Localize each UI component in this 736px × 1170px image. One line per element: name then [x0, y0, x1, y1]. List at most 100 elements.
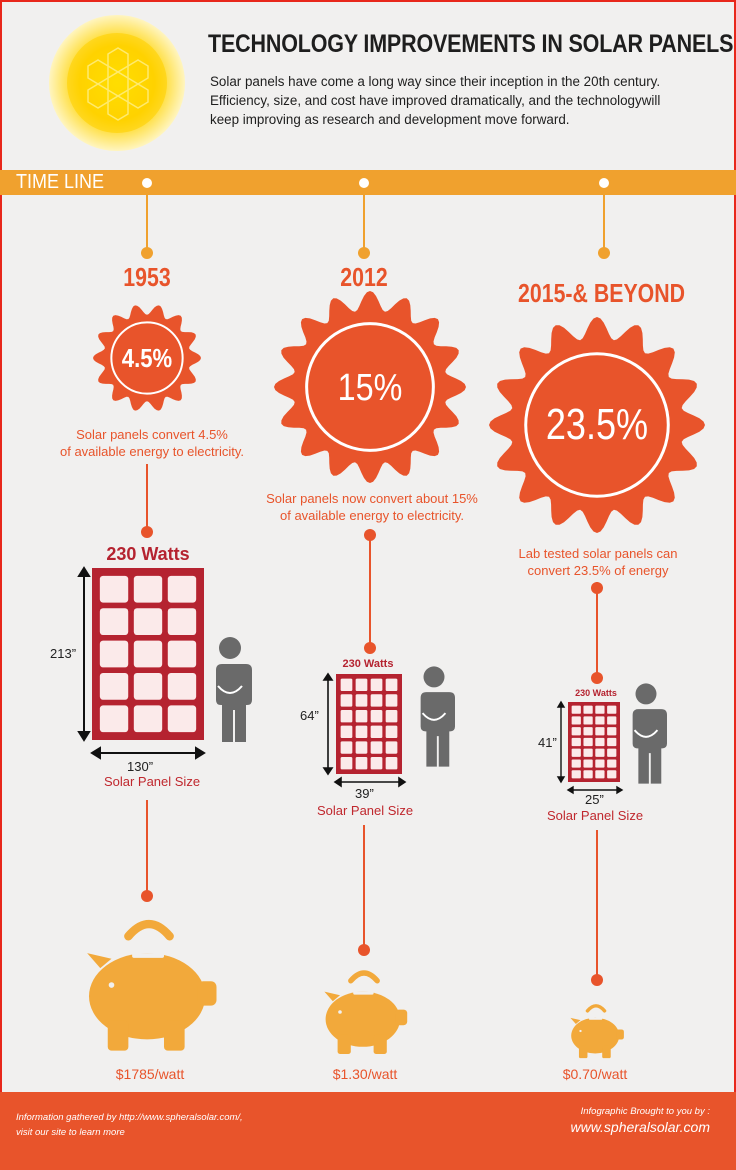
- panel-cell: [167, 705, 197, 733]
- timeline-dot: [598, 247, 610, 259]
- timeline-dot: [364, 529, 376, 541]
- panel-cell: [99, 705, 129, 733]
- panel-cell: [355, 709, 368, 723]
- panel-cell: [99, 608, 129, 636]
- panel-cell: [340, 741, 353, 754]
- panel-cell: [340, 678, 353, 691]
- footer-source-line: Information gathered by http://www.spher…: [16, 1112, 243, 1123]
- panel-cell: [571, 759, 581, 768]
- panel-cell: [355, 741, 368, 754]
- panel-cell: [571, 705, 581, 714]
- panel-cell: [355, 757, 368, 770]
- panel-cell: [571, 737, 581, 747]
- panel-cell: [370, 709, 383, 723]
- panel-cell: [133, 575, 163, 603]
- panel-cell: [99, 672, 129, 700]
- panel-cell: [583, 716, 593, 725]
- panel-cell: [355, 678, 368, 691]
- era-description: Solar panels now convert about 15% of av…: [262, 490, 482, 524]
- timeline-dot: [364, 642, 376, 654]
- panel-cell: [340, 694, 353, 707]
- panel-cell: [385, 694, 398, 707]
- intro-line: keep improving as research and developme…: [210, 112, 570, 127]
- timeline-dot: [591, 672, 603, 684]
- panel-cell: [571, 770, 581, 779]
- panel-width: 25”: [585, 792, 604, 807]
- panel-cell: [167, 640, 197, 668]
- era-year: 2015-& BEYOND: [518, 278, 686, 308]
- panel-cell: [340, 709, 353, 723]
- timeline-node: [357, 176, 371, 190]
- panel-cell: [607, 716, 617, 725]
- footer-site-link[interactable]: www.spheralsolar.com: [570, 1119, 710, 1135]
- description-line: Solar panels convert 4.5%: [76, 427, 228, 442]
- panel-cell: [595, 748, 605, 757]
- description-line: convert 23.5% of energy: [527, 563, 669, 578]
- timeline-node: [140, 176, 154, 190]
- panel-cell: [595, 770, 605, 779]
- person-icon: [214, 637, 252, 742]
- dimension-arrows: [77, 566, 206, 760]
- panel-cell: [607, 705, 617, 714]
- timeline-dot: [358, 944, 370, 956]
- era-description: Lab tested solar panels can convert 23.5…: [508, 545, 688, 579]
- piggy-bank-icon: [324, 970, 408, 1054]
- timeline-label: TIME LINE: [16, 171, 105, 193]
- panel-cell: [370, 678, 383, 691]
- panel-cell: [607, 727, 617, 736]
- panel-watts: 230 Watts: [106, 544, 190, 564]
- era-description: Solar panels convert 4.5% of available e…: [57, 426, 247, 460]
- panel-cell: [571, 727, 581, 736]
- panel-cell: [607, 737, 617, 747]
- panel-cell: [99, 640, 129, 668]
- panel-cell: [167, 672, 197, 700]
- panel-cell: [133, 608, 163, 636]
- footer-source: Information gathered by http://www.spher…: [16, 1110, 243, 1140]
- panel-cell: [370, 694, 383, 707]
- panel-cell: [583, 748, 593, 757]
- dimension-arrows: [556, 700, 624, 795]
- panel-cell: [607, 759, 617, 768]
- panel-cell: [583, 737, 593, 747]
- price-per-watt: $0.70/watt: [562, 1066, 628, 1082]
- panel-cell: [133, 672, 163, 700]
- panel-cell: [571, 716, 581, 725]
- panel-cell: [595, 737, 605, 747]
- description-line: Solar panels now convert about 15%: [266, 491, 478, 506]
- panel-cell: [595, 759, 605, 768]
- timeline-dot: [141, 526, 153, 538]
- timeline-dot: [358, 247, 370, 259]
- panel-cell: [133, 705, 163, 733]
- timeline-dot: [141, 247, 153, 259]
- panel-cell: [595, 705, 605, 714]
- price-per-watt: $1.30/watt: [332, 1066, 398, 1082]
- panel-cell: [340, 757, 353, 770]
- piggy-bank-icon: [570, 1004, 624, 1059]
- panel-cell: [583, 759, 593, 768]
- footer-credit: Infographic Brought to you by :: [580, 1106, 710, 1117]
- panel-watts: 230 Watts: [342, 658, 394, 670]
- panel-width: 39”: [355, 786, 374, 801]
- panel-height: 41”: [538, 735, 557, 750]
- era-year: 1953: [123, 262, 171, 292]
- timeline-dot: [591, 582, 603, 594]
- description-line: of available energy to electricity.: [279, 508, 465, 523]
- piggy-bank-icon: [87, 919, 217, 1051]
- intro-text: Solar panels have come a long way since …: [210, 72, 690, 129]
- panel-cell: [99, 575, 129, 603]
- panel-cell: [571, 748, 581, 757]
- panel-cell: [355, 694, 368, 707]
- panel-size-label: Solar Panel Size: [316, 803, 414, 818]
- solar-panel-icon: [336, 674, 402, 774]
- panel-cell: [370, 757, 383, 770]
- panel-cell: [607, 770, 617, 779]
- panel-height: 213”: [50, 646, 77, 661]
- panel-cell: [167, 575, 197, 603]
- panel-cell: [385, 678, 398, 691]
- panel-cell: [167, 608, 197, 636]
- timeline-dot: [141, 890, 153, 902]
- panel-cell: [385, 709, 398, 723]
